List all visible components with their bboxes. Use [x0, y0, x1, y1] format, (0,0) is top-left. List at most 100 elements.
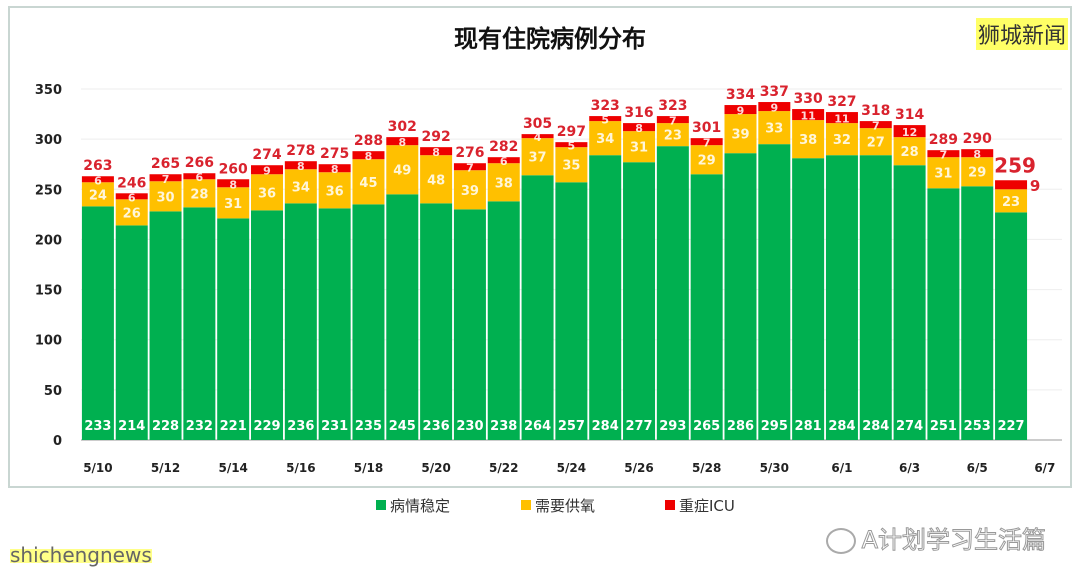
bar-segment — [825, 112, 858, 124]
x-tick-label: 5/18 — [354, 461, 383, 475]
bar-segment — [961, 157, 994, 187]
data-label: 265 — [693, 419, 720, 434]
total-label: 276 — [455, 145, 484, 161]
data-label: 9 — [737, 105, 745, 118]
bar-segment — [386, 194, 419, 440]
data-label: 264 — [524, 419, 551, 434]
footer-text: shichengnews — [10, 543, 152, 567]
data-label: 11 — [800, 110, 815, 123]
bar-segment — [183, 173, 216, 180]
bar-segment — [758, 102, 791, 112]
bar-segment — [183, 207, 216, 440]
legend-label: 病情稳定 — [390, 497, 450, 515]
total-label: 265 — [151, 156, 180, 172]
bar-segment — [995, 180, 1028, 190]
data-label: 7 — [940, 149, 948, 162]
total-label: 305 — [523, 116, 552, 132]
x-tick-label: 5/20 — [421, 461, 450, 475]
total-label: 327 — [827, 94, 856, 110]
bar-segment — [927, 150, 960, 158]
data-label: 8 — [973, 148, 981, 161]
x-tick-label: 6/5 — [967, 461, 988, 475]
total-label: 334 — [726, 87, 755, 103]
x-tick-label: 5/26 — [624, 461, 653, 475]
bar-segment — [656, 116, 689, 124]
data-label: 39 — [731, 128, 749, 143]
data-label: 227 — [997, 419, 1024, 434]
data-label: 24 — [89, 188, 107, 203]
bar-segment — [893, 137, 926, 166]
y-tick-label: 250 — [35, 183, 62, 198]
data-label: 31 — [934, 167, 952, 182]
y-tick-label: 150 — [35, 284, 62, 299]
data-label: 23 — [664, 129, 682, 144]
data-label: 8 — [331, 163, 339, 176]
bar-segment — [724, 153, 757, 440]
data-label: 9 — [1030, 177, 1040, 195]
bar-segment — [893, 125, 926, 138]
bar-segment — [758, 111, 791, 145]
bar-segment — [555, 142, 588, 148]
bar-segment — [149, 174, 182, 182]
bar-segment — [656, 123, 689, 147]
data-label: 28 — [901, 145, 919, 160]
bar-segment — [859, 121, 892, 129]
data-label: 39 — [461, 184, 479, 199]
bar-segment — [149, 181, 182, 212]
data-label: 251 — [930, 419, 957, 434]
data-label: 281 — [795, 419, 822, 434]
bar-segment — [893, 165, 926, 440]
bar-segment — [284, 203, 317, 440]
bar-segment — [284, 161, 317, 170]
data-label: 36 — [326, 184, 344, 199]
chart-title: 现有住院病例分布 — [454, 25, 646, 53]
total-label: 314 — [895, 107, 924, 123]
data-label: 49 — [393, 164, 411, 179]
total-label: 323 — [591, 98, 620, 114]
bar-segment — [792, 120, 825, 159]
bar-segment — [555, 147, 588, 183]
bar-segment — [589, 155, 622, 440]
x-tick-label: 5/16 — [286, 461, 315, 475]
data-label: 4 — [534, 131, 542, 144]
total-label: 323 — [658, 98, 687, 114]
total-label: 266 — [185, 155, 214, 171]
data-label: 8 — [432, 146, 440, 159]
data-label: 230 — [456, 419, 483, 434]
data-label: 34 — [292, 180, 310, 195]
total-label: 246 — [117, 175, 146, 191]
data-label: 7 — [669, 115, 677, 128]
bar-segment — [724, 105, 757, 115]
total-label: 330 — [794, 91, 823, 107]
data-label: 45 — [359, 176, 377, 191]
total-label: 297 — [557, 124, 586, 140]
y-tick-label: 350 — [35, 83, 62, 98]
data-label: 31 — [224, 197, 242, 212]
bar-segment — [217, 187, 250, 219]
bar-segment — [318, 208, 351, 440]
bar-segment — [420, 147, 453, 156]
legend-label: 需要供氧 — [535, 497, 595, 515]
bar-segment — [995, 189, 1028, 213]
data-label: 29 — [968, 166, 986, 181]
data-label: 31 — [630, 141, 648, 156]
bar-segment — [859, 128, 892, 156]
data-label: 9 — [770, 102, 778, 115]
bar-segment — [690, 138, 723, 146]
bar-segment — [859, 155, 892, 440]
bar-segment — [217, 218, 250, 440]
bar-segment — [81, 206, 114, 440]
bar-segment — [115, 193, 148, 200]
bar-segment — [453, 209, 486, 440]
bar-segment — [758, 144, 791, 440]
bar-segment — [792, 109, 825, 121]
bar-segment — [352, 159, 385, 205]
data-label: 228 — [152, 419, 179, 434]
data-label: 229 — [253, 419, 280, 434]
data-label: 257 — [558, 419, 585, 434]
bar-segment — [690, 145, 723, 175]
x-tick-label: 5/10 — [83, 461, 112, 475]
bar-segment — [995, 212, 1028, 440]
bar-segment — [81, 182, 114, 207]
